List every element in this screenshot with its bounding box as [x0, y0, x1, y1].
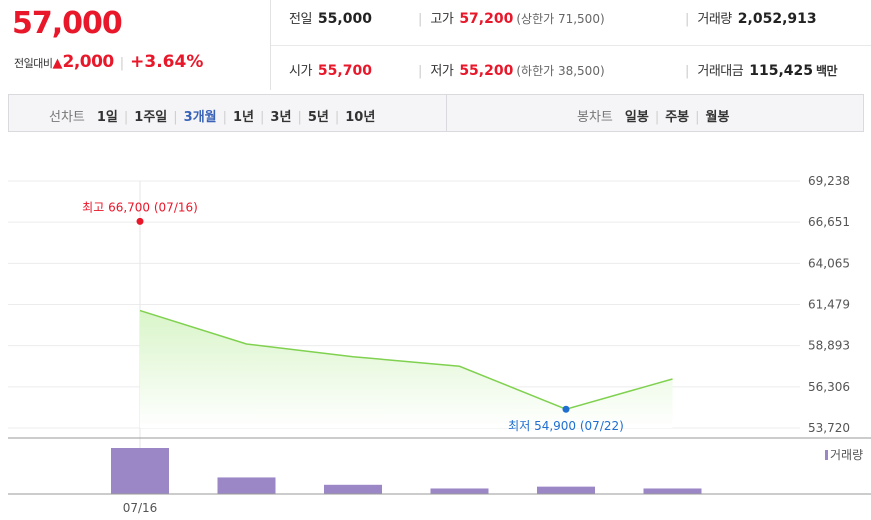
range-tab-0[interactable]: 1일: [96, 110, 118, 125]
turnover-label: 거래대금: [697, 64, 744, 79]
divider: |: [260, 110, 265, 125]
range-tab-5[interactable]: 5년: [307, 110, 329, 125]
volume-bar: [537, 486, 595, 494]
stats-row-2: 시가 55,700 | 저가 55,200 (하한가 38,500) | 거래대금 115,…: [271, 46, 871, 91]
range-tab-4[interactable]: 3년: [270, 110, 292, 125]
divider: |: [334, 110, 340, 125]
divider: |: [119, 56, 125, 71]
y-tick-label: 56,306: [808, 380, 850, 394]
high-value: 57,200: [459, 11, 514, 27]
price-area: [140, 310, 673, 428]
divider: |: [418, 12, 423, 27]
candle-chart-label: 봉차트: [577, 110, 613, 125]
volume-bar: [111, 448, 169, 494]
volume-bar: [324, 484, 382, 494]
prev-close-value: 55,000: [317, 11, 372, 27]
y-tick-label: 64,065: [808, 256, 850, 270]
candle-chart-ranges: 봉차트 일봉 | 주봉 | 월봉: [577, 106, 729, 125]
divider: |: [173, 110, 178, 125]
range-tab-1[interactable]: 1주일: [134, 110, 168, 125]
upper-limit: (상한가 71,500): [516, 12, 605, 26]
change-percent: +3.64%: [130, 52, 204, 72]
nav-divider: [446, 95, 447, 131]
chart-range-nav: 선차트 1일 | 1주일 | 3개월 | 1년 | 3년 | 5년 | 10년 봉차트 일봉 | 주봉 | 월봉: [8, 94, 864, 132]
open-value: 55,700: [317, 63, 372, 79]
price-box: 57,000 전일대비▲2,000 | +3.64%: [0, 0, 271, 90]
lower-limit: (하한가 38,500): [516, 64, 605, 78]
divider: |: [123, 110, 129, 125]
turnover-stat: | 거래대금 115,425 백만: [685, 60, 838, 79]
current-price: 57,000: [12, 6, 123, 41]
volume-label: 거래량: [697, 12, 732, 27]
candle-tab-0[interactable]: 일봉: [624, 110, 649, 125]
y-tick-label: 53,720: [808, 421, 850, 435]
change-amount: 2,000: [62, 52, 114, 72]
volume-bar: [430, 488, 489, 494]
y-tick-label: 66,651: [808, 215, 850, 229]
low-point: [562, 405, 570, 413]
high-label: 고가: [430, 12, 454, 27]
turnover-unit: 백만: [816, 64, 838, 78]
low-price: | 저가 55,200 (하한가 38,500): [418, 60, 605, 79]
divider: |: [685, 64, 690, 79]
open-price: 시가 55,700: [289, 60, 372, 79]
change-label: 전일대비: [14, 57, 53, 70]
x-tick-label: 07/16: [123, 501, 158, 515]
turnover-value: 115,425: [749, 63, 813, 79]
divider: |: [654, 110, 660, 125]
volume-stat: | 거래량 2,052,913: [685, 8, 817, 27]
up-triangle-icon: ▲: [52, 56, 63, 71]
y-tick-label: 58,893: [808, 339, 850, 353]
high-price: | 고가 57,200 (상한가 71,500): [418, 8, 605, 27]
low-value: 55,200: [459, 63, 514, 79]
high-annotation: 최고 66,700 (07/16): [82, 200, 198, 214]
volume-legend-label: 거래량: [830, 448, 863, 462]
prev-close-label: 전일: [289, 12, 312, 27]
divider: |: [685, 12, 690, 27]
low-annotation: 최저 54,900 (07/22): [508, 419, 624, 433]
high-point: [136, 217, 144, 225]
range-tab-2[interactable]: 3개월: [183, 110, 217, 125]
candle-tab-1[interactable]: 주봉: [665, 110, 690, 125]
low-label: 저가: [430, 64, 454, 79]
divider: |: [695, 110, 700, 125]
volume-bar: [643, 488, 702, 494]
volume-value: 2,052,913: [737, 11, 817, 27]
range-tab-6[interactable]: 10년: [345, 110, 376, 125]
volume-bar: [217, 477, 276, 494]
stats-row-1: 전일 55,000 | 고가 57,200 (상한가 71,500) | 거래량 2,052…: [271, 0, 871, 46]
price-line: [139, 309, 673, 411]
divider: |: [418, 64, 423, 79]
volume-legend-swatch: [825, 450, 828, 460]
candle-tab-2[interactable]: 월봉: [705, 110, 730, 125]
divider: |: [222, 110, 228, 125]
quote-header: 57,000 전일대비▲2,000 | +3.64% 전일 55,000 | 고가 57,…: [0, 0, 871, 93]
line-chart-ranges: 선차트 1일 | 1주일 | 3개월 | 1년 | 3년 | 5년 | 10년: [49, 106, 375, 125]
range-tab-3[interactable]: 1년: [233, 110, 255, 125]
price-change: 전일대비▲2,000 | +3.64%: [14, 52, 203, 72]
y-tick-label: 69,238: [808, 174, 850, 188]
line-chart-label: 선차트: [49, 110, 85, 125]
prev-close: 전일 55,000: [289, 8, 372, 27]
divider: |: [297, 110, 302, 125]
open-label: 시가: [289, 64, 312, 79]
y-tick-label: 61,479: [808, 298, 850, 312]
